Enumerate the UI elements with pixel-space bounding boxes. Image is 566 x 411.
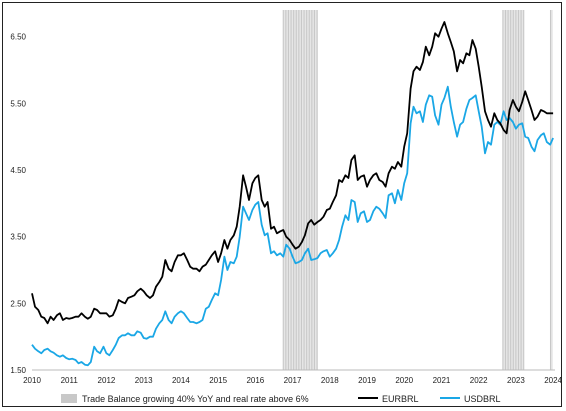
- y-tick-label: 1.50: [10, 366, 26, 375]
- series-lines: [31, 21, 554, 367]
- series-line-usdbrl: [31, 85, 554, 367]
- y-tick-labels: 1.50 2.50 3.50 4.50 5.50 6.50: [10, 33, 26, 375]
- x-tick-label: 2010: [23, 376, 41, 385]
- x-tick-label: 2020: [395, 376, 413, 385]
- x-tick-label: 2014: [172, 376, 190, 385]
- x-tick-label: 2012: [98, 376, 116, 385]
- y-tick-label: 5.50: [10, 99, 26, 108]
- legend-eurbrl-label: EURBRL: [382, 394, 419, 404]
- legend-usdbrl-label: USDBRL: [464, 394, 501, 404]
- x-tick-label: 2021: [433, 376, 451, 385]
- x-tick-label: 2018: [321, 376, 339, 385]
- y-tick-label: 2.50: [10, 299, 26, 308]
- shaded-period-3: [549, 10, 553, 370]
- chart-frame: [2, 2, 562, 407]
- legend: Trade Balance growing 40% YoY and real r…: [61, 394, 501, 404]
- x-tick-labels: 2010 2011 2012 2013 2014 2015 2016 2017 2018 2019…: [23, 376, 562, 385]
- x-tick-label: 2013: [135, 376, 153, 385]
- x-tick-label: 2022: [470, 376, 488, 385]
- y-tick-label: 4.50: [10, 166, 26, 175]
- x-tick-label: 2016: [246, 376, 264, 385]
- y-tick-label: 3.50: [10, 233, 26, 242]
- shaded-period-2: [502, 10, 525, 370]
- x-tick-label: 2024: [544, 376, 562, 385]
- legend-shade-swatch: [61, 394, 77, 403]
- shaded-period-1: [282, 10, 318, 370]
- x-tick-label: 2011: [61, 376, 79, 385]
- shaded-periods: [282, 10, 553, 370]
- x-tick-label: 2017: [284, 376, 302, 385]
- x-tick-label: 2023: [507, 376, 525, 385]
- y-tick-label: 6.50: [10, 33, 26, 42]
- series-line-eurbrl: [31, 21, 554, 325]
- legend-shade-label: Trade Balance growing 40% YoY and real r…: [82, 394, 309, 404]
- x-tick-label: 2015: [209, 376, 227, 385]
- x-tick-label: 2019: [358, 376, 376, 385]
